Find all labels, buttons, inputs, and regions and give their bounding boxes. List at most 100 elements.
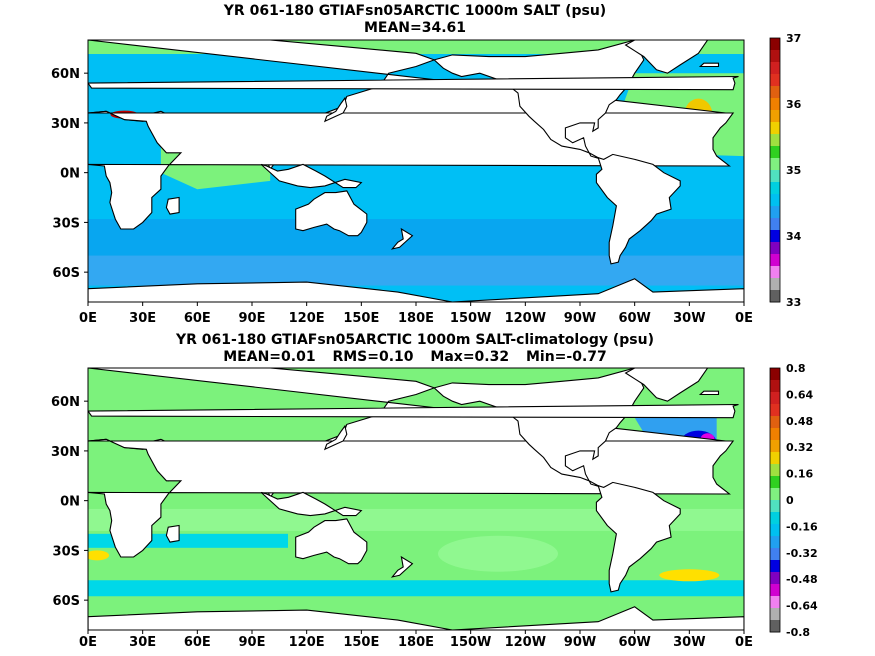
colorbar-label: -0.48 [786,573,818,586]
southern-band [88,580,744,597]
land-iceland [44,63,62,66]
map-field [0,368,744,630]
colorbar-label: 36 [786,98,802,111]
colorbar-swatch [770,98,780,111]
land-antarctica [88,288,89,302]
land-iceland [44,391,62,394]
x-tick-label: 150W [450,635,491,650]
top-stat: MEAN=34.61 [363,20,467,36]
colorbar-swatch [770,230,780,243]
colorbar-swatch [770,290,780,303]
y-tick-label: 0N [60,495,80,510]
colorbar-swatch [770,170,780,183]
map-panel-1: 0E 30E 60E 90E 120E 150E 180E 150W 120W 90W 60W 30W… [0,362,818,650]
bottom-stat-max: Max=0.32 [430,349,510,365]
colorbar-swatch [770,38,780,51]
colorbar-swatch [770,86,780,99]
south-pacific-light [438,535,558,572]
land-africa [88,438,735,558]
land-australia [295,518,368,565]
colorbar-swatch [770,206,780,219]
bottom-stats: MEAN=0.01 RMS=0.10 Max=0.32 Min=-0.77 [0,349,830,366]
land-indonesia [260,491,363,517]
land-greenland [0,40,52,73]
colorbar-swatch [770,560,780,573]
colorbar-label: -0.8 [786,626,810,639]
colorbar-label: 0 [786,494,794,507]
colorbar-label: 0.8 [786,362,806,375]
x-tick-label: 30E [129,311,156,326]
y-tick-label: 30N [51,445,80,460]
x-tick-label: 0E [735,311,753,326]
x-tick-label: 30E [129,635,156,650]
colorbar-swatch [770,368,780,381]
colorbar-swatch [770,278,780,291]
colorbar-swatch [770,194,780,207]
x-tick-label: 180E [398,635,434,650]
colorbar-swatch [770,584,780,597]
land-eurasia [0,368,70,497]
bottom-title: YR 061-180 GTIAFsn05ARCTIC 1000m SALT-cl… [0,332,830,366]
colorbar-swatch [770,536,780,549]
map-field [0,40,744,302]
land-newzealand [390,227,414,250]
x-tick-label: 0E [79,635,97,650]
colorbar-swatch [770,572,780,585]
land-antarctica [88,616,89,630]
top-stats: MEAN=34.61 [0,20,830,37]
colorbar-swatch [770,266,780,279]
colorbar-swatch [770,158,780,171]
y-tick-label: 30S [53,216,80,231]
y-tick-label: 60N [51,67,80,82]
x-tick-label: 120E [289,635,325,650]
x-tick-label: 60E [184,311,211,326]
colorbar-swatch [770,122,780,135]
x-tick-label: 30W [673,311,705,326]
colorbar-swatch [770,50,780,63]
colorbar-swatch [770,500,780,513]
land-samerica [595,481,681,593]
x-tick-label: 90W [564,311,596,326]
y-tick-label: 60S [53,594,80,609]
colorbar-swatch [770,476,780,489]
land-greenland [0,368,52,401]
colorbar-swatch [770,524,780,537]
colorbar-swatch [770,620,780,633]
bottom-stat-mean: MEAN=0.01 [223,349,316,365]
land-madagascar [165,524,180,543]
land-samerica [0,482,24,592]
land-indonesia [260,163,363,189]
land-samerica [595,153,681,265]
colorbar-swatch [770,134,780,147]
land-japan [323,96,348,123]
x-tick-label: 90E [239,311,266,326]
x-tick-label: 90E [239,635,266,650]
colorbar-frame [769,367,781,633]
colorbar-label: -0.64 [786,600,818,613]
colorbar-swatch [770,464,780,477]
x-tick-label: 120W [505,311,546,326]
colorbar-label: -0.32 [786,547,818,560]
colorbar-swatch [770,62,780,75]
land-iceland [698,390,720,396]
y-tick-label: 60N [51,395,80,410]
land-uk [88,75,739,91]
x-tick-label: 60W [618,635,650,650]
land-namerica [433,368,645,488]
colorbar-swatch [770,146,780,159]
colorbar-swatch [770,608,780,621]
land-greenland [624,368,709,402]
land-australia [295,190,368,237]
colorbar-swatch [770,512,780,525]
colorbar-swatch [770,452,780,465]
land-newzealand [390,555,414,578]
x-tick-label: 120E [289,311,325,326]
colorbar-label: 37 [786,32,801,45]
x-tick-label: 150W [450,311,491,326]
colorbar-swatch [770,242,780,255]
agulhas-hot [88,550,110,561]
colorbar-label: 0.64 [786,388,813,401]
y-tick-label: 30S [53,544,80,559]
colorbar-label: 0.16 [786,468,813,481]
